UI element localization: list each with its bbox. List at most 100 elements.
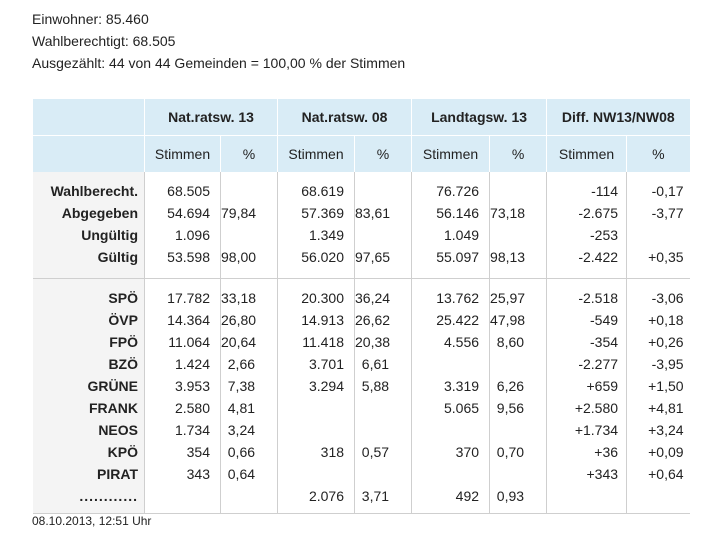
election-meta: Einwohner: 85.460 Wahlberechtigt: 68.505… <box>32 8 405 74</box>
percent-cell: 4,81 <box>219 397 278 419</box>
spacer-cell <box>546 278 627 287</box>
spacer-cell <box>489 278 547 287</box>
spacer-cell <box>626 268 690 279</box>
votes-cell <box>277 463 355 485</box>
votes-cell: 4.556 <box>411 331 490 353</box>
votes-cell: 76.726 <box>411 180 490 202</box>
votes-cell: 318 <box>277 441 355 463</box>
percent-cell: 0,70 <box>489 441 547 463</box>
percent-cell: 7,38 <box>219 375 278 397</box>
percent-cell: 83,61 <box>354 202 412 224</box>
party-label: ÖVP <box>32 309 145 331</box>
votes-cell: 14.913 <box>277 309 355 331</box>
spacer-cell <box>489 507 547 514</box>
votes-cell: 17.782 <box>144 287 221 309</box>
population-text: Einwohner: 85.460 <box>32 11 149 27</box>
spacer-cell <box>626 278 690 287</box>
percent-cell <box>489 353 547 375</box>
party-label: ............ <box>32 485 145 507</box>
spacer-cell <box>354 172 412 180</box>
subheader-stimmen: Stimmen <box>546 135 627 172</box>
votes-cell: 56.020 <box>277 246 355 268</box>
corner-cell <box>32 99 145 136</box>
percent-cell: +0,18 <box>626 309 690 331</box>
percent-cell: 2,66 <box>219 353 278 375</box>
votes-cell: 13.762 <box>411 287 490 309</box>
party-label: PIRAT <box>32 463 145 485</box>
percent-cell <box>354 419 412 441</box>
percent-cell: 73,18 <box>489 202 547 224</box>
percent-cell <box>354 224 412 246</box>
votes-cell <box>411 353 490 375</box>
party-row: KPÖ 354 0,66 318 0,57 370 0,70 +36 +0,09 <box>32 441 690 463</box>
votes-cell: 492 <box>411 485 490 507</box>
percent-cell <box>489 463 547 485</box>
spacer-cell <box>277 507 355 514</box>
votes-cell: +1.734 <box>546 419 627 441</box>
percent-cell: 6,26 <box>489 375 547 397</box>
percent-cell: 20,38 <box>354 331 412 353</box>
votes-cell: 20.300 <box>277 287 355 309</box>
votes-cell: -114 <box>546 180 627 202</box>
spacer-cell <box>354 268 412 279</box>
votes-cell: 25.422 <box>411 309 490 331</box>
votes-cell: 53.598 <box>144 246 221 268</box>
eligible-voters-text: Wahlberechtigt: 68.505 <box>32 33 176 49</box>
summary-label: Ungültig <box>32 224 145 246</box>
percent-cell: 8,60 <box>489 331 547 353</box>
votes-cell <box>546 485 627 507</box>
party-label: NEOS <box>32 419 145 441</box>
percent-cell: 97,65 <box>354 246 412 268</box>
spacer-row <box>32 278 690 287</box>
subheader-percent: % <box>626 135 690 172</box>
percent-cell: +0,26 <box>626 331 690 353</box>
spacer-cell <box>626 507 690 514</box>
corner-cell <box>32 135 145 172</box>
votes-cell: 354 <box>144 441 221 463</box>
spacer-row <box>32 172 690 180</box>
percent-cell <box>489 224 547 246</box>
votes-cell <box>411 419 490 441</box>
votes-cell: -2.277 <box>546 353 627 375</box>
votes-cell: 57.369 <box>277 202 355 224</box>
spacer-cell <box>32 507 145 514</box>
spacer-row <box>32 507 690 514</box>
summary-label: Gültig <box>32 246 145 268</box>
summary-label: Wahlberecht. <box>32 180 145 202</box>
spacer-cell <box>411 278 490 287</box>
votes-cell: +659 <box>546 375 627 397</box>
percent-cell: +1,50 <box>626 375 690 397</box>
party-row: GRÜNE 3.953 7,38 3.294 5,88 3.319 6,26 +659 +1,5… <box>32 375 690 397</box>
percent-cell <box>219 180 278 202</box>
percent-cell: 25,97 <box>489 287 547 309</box>
votes-cell: -2.422 <box>546 246 627 268</box>
party-label: KPÖ <box>32 441 145 463</box>
spacer-cell <box>489 172 547 180</box>
percent-cell: 3,24 <box>219 419 278 441</box>
percent-cell: 20,64 <box>219 331 278 353</box>
spacer-cell <box>144 172 221 180</box>
votes-cell <box>277 419 355 441</box>
votes-cell: 56.146 <box>411 202 490 224</box>
party-row: FPÖ 11.064 20,64 11.418 20,38 4.556 8,60 -354 +0… <box>32 331 690 353</box>
votes-cell: 2.076 <box>277 485 355 507</box>
spacer-cell <box>32 278 145 287</box>
group-header-nr08: Nat.ratsw. 08 <box>277 99 412 136</box>
timestamp: 08.10.2013, 12:51 Uhr <box>32 514 152 528</box>
percent-cell: -3,77 <box>626 202 690 224</box>
spacer-cell <box>354 278 412 287</box>
party-row: SPÖ 17.782 33,18 20.300 36,24 13.762 25,97 -2.5… <box>32 287 690 309</box>
votes-cell: -354 <box>546 331 627 353</box>
subheader-percent: % <box>219 135 278 172</box>
votes-cell: -2.518 <box>546 287 627 309</box>
votes-cell: -549 <box>546 309 627 331</box>
percent-cell: 6,61 <box>354 353 412 375</box>
spacer-cell <box>144 278 221 287</box>
summary-row: Gültig 53.598 98,00 56.020 97,65 55.097 98,13-… <box>32 246 690 268</box>
summary-row: Wahlberecht. 68.505 68.619 76.726 -114 -0,17 <box>32 180 690 202</box>
percent-cell: 3,71 <box>354 485 412 507</box>
spacer-cell <box>219 278 278 287</box>
subheader-stimmen: Stimmen <box>411 135 490 172</box>
summary-label: Abgegeben <box>32 202 145 224</box>
spacer-cell <box>144 507 221 514</box>
